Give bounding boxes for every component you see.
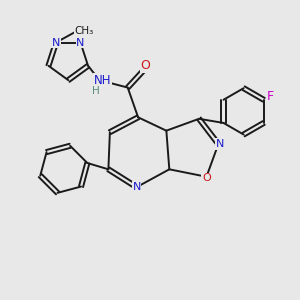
Text: N: N (52, 38, 60, 47)
Text: H: H (92, 86, 100, 96)
Text: NH: NH (94, 74, 111, 87)
Text: N: N (76, 38, 85, 47)
Text: CH₃: CH₃ (74, 26, 94, 36)
Text: N: N (132, 182, 141, 192)
Text: O: O (202, 173, 211, 183)
Text: F: F (267, 90, 274, 103)
Text: O: O (141, 59, 151, 72)
Text: N: N (216, 139, 224, 149)
